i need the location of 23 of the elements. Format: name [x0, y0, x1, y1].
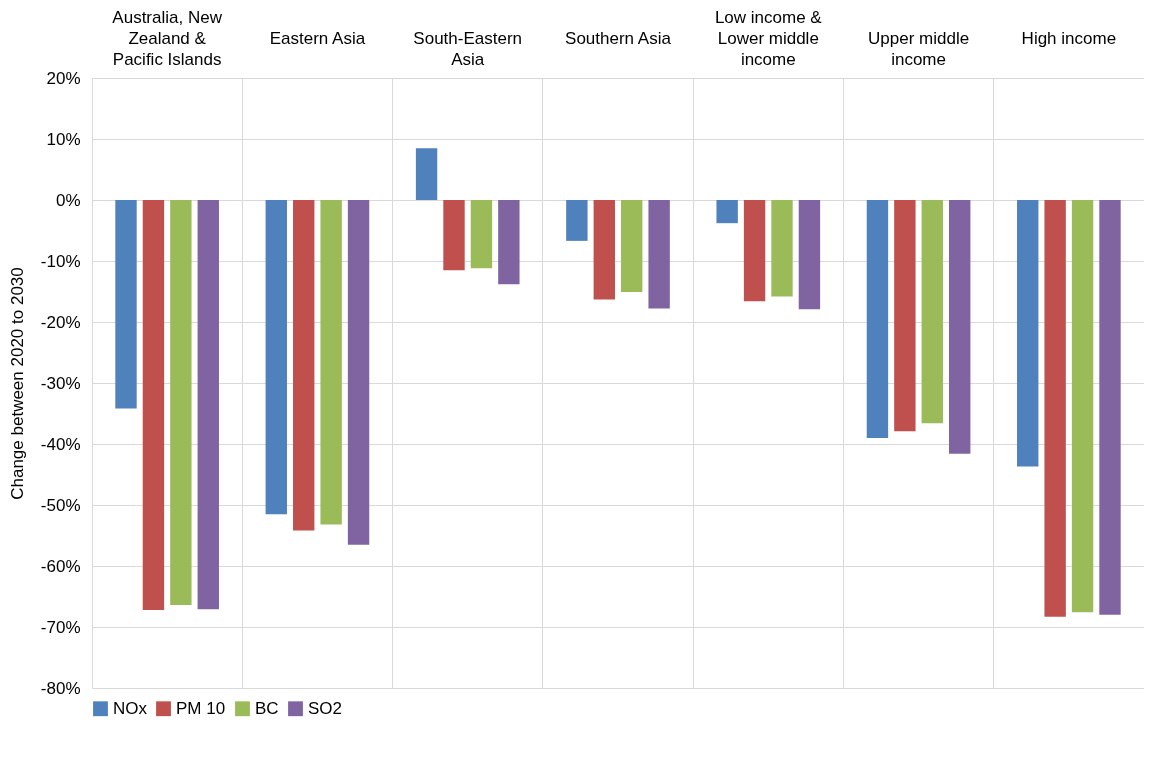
y-tick-label: 20%	[46, 68, 81, 88]
y-tick-label: -40%	[40, 434, 81, 454]
y-tick-label: -60%	[40, 556, 81, 576]
y-tick-label: -30%	[40, 373, 81, 393]
y-tick-label: -70%	[40, 617, 81, 637]
x-tick-label: Australia, New Zealand & Pacific Islands	[112, 7, 223, 69]
y-axis-title: Change between 2020 to 2030	[7, 267, 27, 500]
y-tick-label: -80%	[40, 678, 81, 698]
y-tick-label: -10%	[40, 251, 81, 271]
x-tick-label: Eastern Asia	[269, 28, 366, 48]
x-tick-label: South-Eastern Asia	[413, 28, 523, 69]
x-tick-label: Low income & Lower middle income	[714, 7, 823, 69]
x-tick-label: High income	[1021, 28, 1117, 48]
legend-label: PM 10	[176, 698, 226, 718]
x-tick-label: Southern Asia	[565, 28, 672, 48]
x-tick-label: Upper middle income	[868, 28, 970, 69]
legend-label: BC	[255, 698, 279, 718]
y-tick-label: 0%	[55, 190, 81, 210]
y-tick-label: -20%	[40, 312, 81, 332]
legend-label: SO2	[308, 698, 343, 718]
legend-label: NOx	[113, 698, 148, 718]
y-tick-label: -50%	[40, 495, 81, 515]
y-tick-label: 10%	[46, 129, 81, 149]
